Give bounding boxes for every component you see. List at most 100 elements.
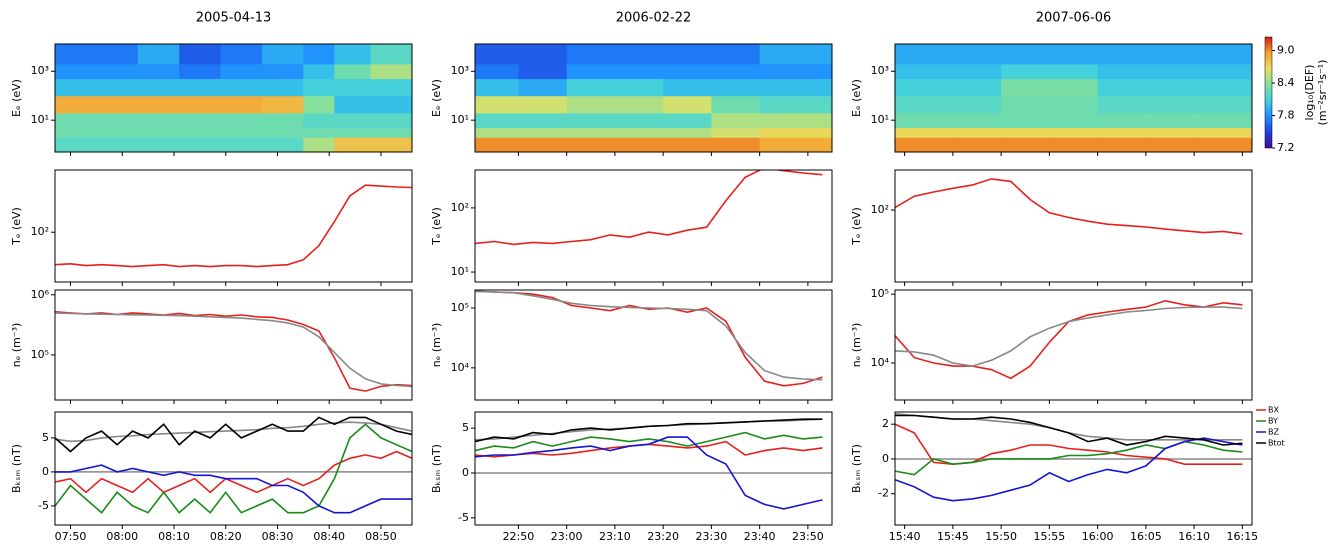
heatmap-cell <box>711 95 761 114</box>
series-line <box>55 312 412 388</box>
x-tick-label: 23:30 <box>696 530 728 543</box>
y-tick-label: 10⁵ <box>451 301 469 314</box>
plot-area <box>895 299 1243 380</box>
series-line <box>55 464 412 514</box>
heatmap-cell <box>179 44 222 65</box>
plot-area <box>895 44 1252 152</box>
heatmap-cell <box>370 63 412 80</box>
y-tick-label: -5 <box>38 499 49 512</box>
heatmap-cell <box>1049 78 1099 97</box>
series-line <box>895 412 1243 441</box>
panel: 2005-04-13 10¹ 10³ Eₑ (eV) <box>10 11 413 156</box>
heatmap-cell <box>1001 63 1050 80</box>
plot-area <box>475 290 823 387</box>
heatmap-cell <box>220 44 263 65</box>
heatmap-cell <box>1194 63 1252 80</box>
heatmap-cell <box>759 112 832 129</box>
heatmap-cell <box>1097 112 1147 129</box>
heatmap-cell <box>261 127 304 138</box>
y-axis-label: Tₑ (eV) <box>430 207 443 246</box>
heatmap-cell <box>759 44 832 65</box>
heatmap-cell <box>261 95 304 114</box>
axes-frame <box>54 289 413 401</box>
heatmap-cell <box>261 78 304 97</box>
heatmap-cell <box>1049 44 1099 65</box>
legend-label: BZ <box>1268 428 1279 437</box>
heatmap-cell <box>96 63 139 80</box>
heatmap-cell <box>1097 95 1147 114</box>
heatmap-cell <box>303 44 335 65</box>
heatmap-cell <box>566 78 616 97</box>
heatmap-cell <box>1194 127 1252 138</box>
heatmap-cell <box>370 78 412 97</box>
heatmap-cell <box>614 127 664 138</box>
heatmap-cell <box>1001 95 1050 114</box>
axes-frame <box>474 43 833 153</box>
axes-frame <box>54 169 413 283</box>
heatmap-cell <box>1049 127 1099 138</box>
heatmap-cell <box>711 44 761 65</box>
x-tick-label: 08:10 <box>158 530 190 543</box>
series-line <box>475 290 823 387</box>
x-tick-label: 16:00 <box>1082 530 1114 543</box>
series-line <box>55 450 412 494</box>
heatmap-cell <box>663 78 712 97</box>
x-tick-label: 08:30 <box>262 530 294 543</box>
heatmap-cell <box>179 78 222 97</box>
y-tick-label: 10⁵ <box>31 348 49 361</box>
heatmap-cell <box>370 95 412 114</box>
heatmap-cell <box>96 137 139 152</box>
heatmap-cell <box>334 95 372 114</box>
axes-frame <box>474 411 833 526</box>
x-tick-label: 08:50 <box>365 530 397 543</box>
panel-title: 2006-02-22 <box>616 11 692 26</box>
y-axis-label: nₑ (m⁻³) <box>430 323 443 368</box>
colorbar <box>1264 36 1273 149</box>
panel: -5 0 5 Bₖₛₘ (nT) 22:50 23:00 23:10 23:20 23:30 23… <box>430 411 833 543</box>
panel: 10⁴ 10⁵ nₑ (m⁻³) <box>850 287 1253 404</box>
y-tick-label: -2 <box>878 487 889 500</box>
heatmap-cell <box>614 112 664 129</box>
heatmap-cell <box>179 127 222 138</box>
heatmap-cell <box>179 95 222 114</box>
x-tick-label: 23:40 <box>744 530 776 543</box>
heatmap-cell <box>55 63 97 80</box>
legend-label: BY <box>1268 417 1278 426</box>
series-line <box>895 437 1243 502</box>
heatmap-cell <box>334 137 372 152</box>
y-tick-label: 10⁵ <box>871 287 889 300</box>
heatmap-cell <box>1145 78 1195 97</box>
heatmap-cell <box>614 44 664 65</box>
legend-label: Btot <box>1268 439 1285 448</box>
heatmap-cell <box>663 44 712 65</box>
y-tick-label: 0 <box>42 465 49 478</box>
x-tick-label: 23:50 <box>792 530 824 543</box>
panel: 10¹ 10² Tₑ (eV) <box>430 169 833 286</box>
heatmap-cell <box>759 63 832 80</box>
panel: 10⁴ 10⁵ nₑ (m⁻³) <box>430 289 833 404</box>
y-tick-label: -5 <box>458 511 469 524</box>
y-axis-label: nₑ (m⁻³) <box>10 323 23 368</box>
heatmap-cell <box>370 127 412 138</box>
series-line <box>475 418 823 443</box>
colorbar-tick-label: 7.8 <box>1277 109 1295 122</box>
heatmap-cell <box>566 44 616 65</box>
heatmap-cell <box>1097 137 1147 152</box>
heatmap-cell <box>55 112 97 129</box>
y-tick-label: 10³ <box>871 64 889 77</box>
heatmap-cell <box>261 112 304 129</box>
series-line <box>895 414 1243 446</box>
heatmap-cell <box>334 44 372 65</box>
heatmap-cell <box>1001 127 1050 138</box>
heatmap-cell <box>261 63 304 80</box>
y-axis-label: Bₖₛₘ (nT) <box>850 444 863 493</box>
heatmap-cell <box>220 137 263 152</box>
y-axis-label: Eₑ (eV) <box>10 79 23 117</box>
y-tick-label: 10³ <box>31 64 49 77</box>
y-tick-label: 2 <box>882 417 889 430</box>
series-line <box>895 306 1243 367</box>
heatmap-cell <box>370 112 412 129</box>
plot-area <box>55 416 412 514</box>
x-tick-label: 22:50 <box>503 530 535 543</box>
heatmap-cell <box>518 137 568 152</box>
